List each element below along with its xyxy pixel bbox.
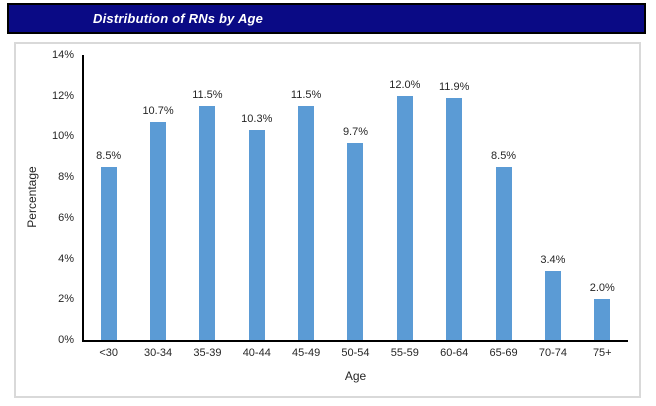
chart-title-bar: Distribution of RNs by Age [7, 3, 646, 34]
bar [199, 105, 216, 340]
x-tick-label: <30 [99, 347, 119, 359]
bar [495, 166, 512, 340]
y-tick-label: 2% [58, 293, 74, 306]
bar-value-label: 9.7% [342, 125, 369, 138]
bar [248, 130, 265, 340]
bar-value-label: 8.5% [491, 149, 517, 162]
x-tick-label: 75+ [592, 347, 612, 359]
bar-slot: 11.9% [430, 44, 479, 340]
bar-slot: 11.5% [281, 44, 330, 340]
bar-slot: 10.7% [133, 44, 182, 340]
y-tick-label: 0% [58, 334, 74, 346]
chart-title: Distribution of RNs by Age [93, 11, 264, 26]
bar-value-label: 12.0% [389, 78, 421, 91]
bar-value-label: 11.5% [290, 88, 322, 101]
y-axis-line [82, 55, 84, 342]
bar [298, 105, 315, 340]
bar-slot: 8.5% [479, 44, 528, 340]
x-tick-label: 65-69 [489, 347, 518, 359]
y-tick-label: 6% [58, 211, 74, 224]
bar-value-label: 10.7% [142, 105, 174, 118]
bar-value-label: 11.9% [439, 80, 470, 93]
bar-value-label: 8.5% [96, 149, 122, 162]
x-tick-label: 30-34 [143, 347, 173, 359]
x-tick-label: 50-54 [341, 347, 370, 359]
y-tick-label: 14% [51, 49, 74, 61]
bar-slot: 3.4% [528, 44, 577, 340]
bar [396, 95, 413, 340]
x-tick-label: 35-39 [193, 347, 222, 359]
x-axis-title: Age [344, 369, 367, 383]
bar [544, 270, 561, 340]
y-tick-label: 10% [51, 130, 74, 143]
bar-slot: 9.7% [331, 44, 380, 340]
bar-value-label: 2.0% [589, 282, 615, 295]
x-tick-label: 55-59 [390, 347, 419, 359]
bar-slot: 10.3% [232, 44, 281, 340]
bar-slot: 12.0% [380, 44, 429, 340]
bar-value-label: 10.3% [241, 113, 273, 126]
bar [594, 299, 611, 340]
x-axis-tick-labels: <30 30-34 35-39 40-44 45-49 50-54 55-59 60-64 65… [84, 347, 627, 359]
chart-area: Percentage 0% 2% 4% 6% 8% 10% 12% 14% 8.5% 10.7%… [14, 42, 641, 398]
x-axis-line [82, 340, 628, 342]
bar [446, 97, 463, 340]
bar-slot: 8.5% [84, 44, 133, 340]
x-tick-label: 60-64 [440, 347, 469, 359]
x-tick-label: 45-49 [292, 347, 321, 359]
x-tick-label: 40-44 [242, 347, 271, 359]
bar [100, 166, 117, 340]
bar-value-label: 11.5% [192, 88, 223, 101]
bar-slot: 11.5% [183, 44, 232, 340]
y-tick-label: 4% [58, 252, 74, 265]
plot-area: 8.5% 10.7% 11.5% 10.3% 11.5% 9.7% 12.0% 11.9% 8.… [84, 44, 627, 340]
bar-value-label: 3.4% [540, 253, 566, 266]
bar [150, 122, 167, 340]
y-tick-label: 12% [51, 89, 74, 102]
bar-slot: 2.0% [578, 44, 627, 340]
y-tick-label: 8% [58, 171, 74, 184]
bar [347, 142, 364, 340]
x-tick-label: 70-74 [538, 347, 567, 359]
